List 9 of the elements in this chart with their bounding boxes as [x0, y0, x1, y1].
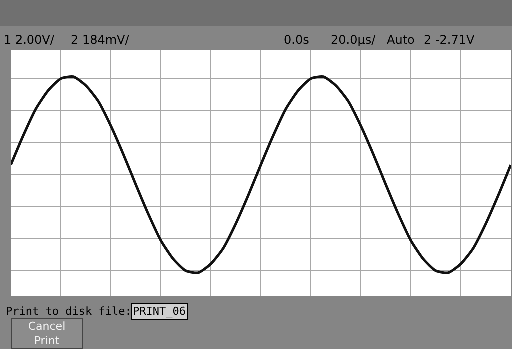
text: 2 184mV/: [71, 33, 130, 47]
text: 2 -2.71V: [424, 33, 476, 47]
text: Print to disk file:: [6, 305, 132, 318]
text: 0.0s: [284, 33, 310, 47]
text: 20.0µs/: [331, 33, 377, 47]
text: Cancel Print: [28, 320, 66, 348]
text: 1 2.00V/: [4, 33, 56, 47]
text: Auto: [387, 33, 415, 47]
text: PRINT_06: [133, 305, 186, 318]
